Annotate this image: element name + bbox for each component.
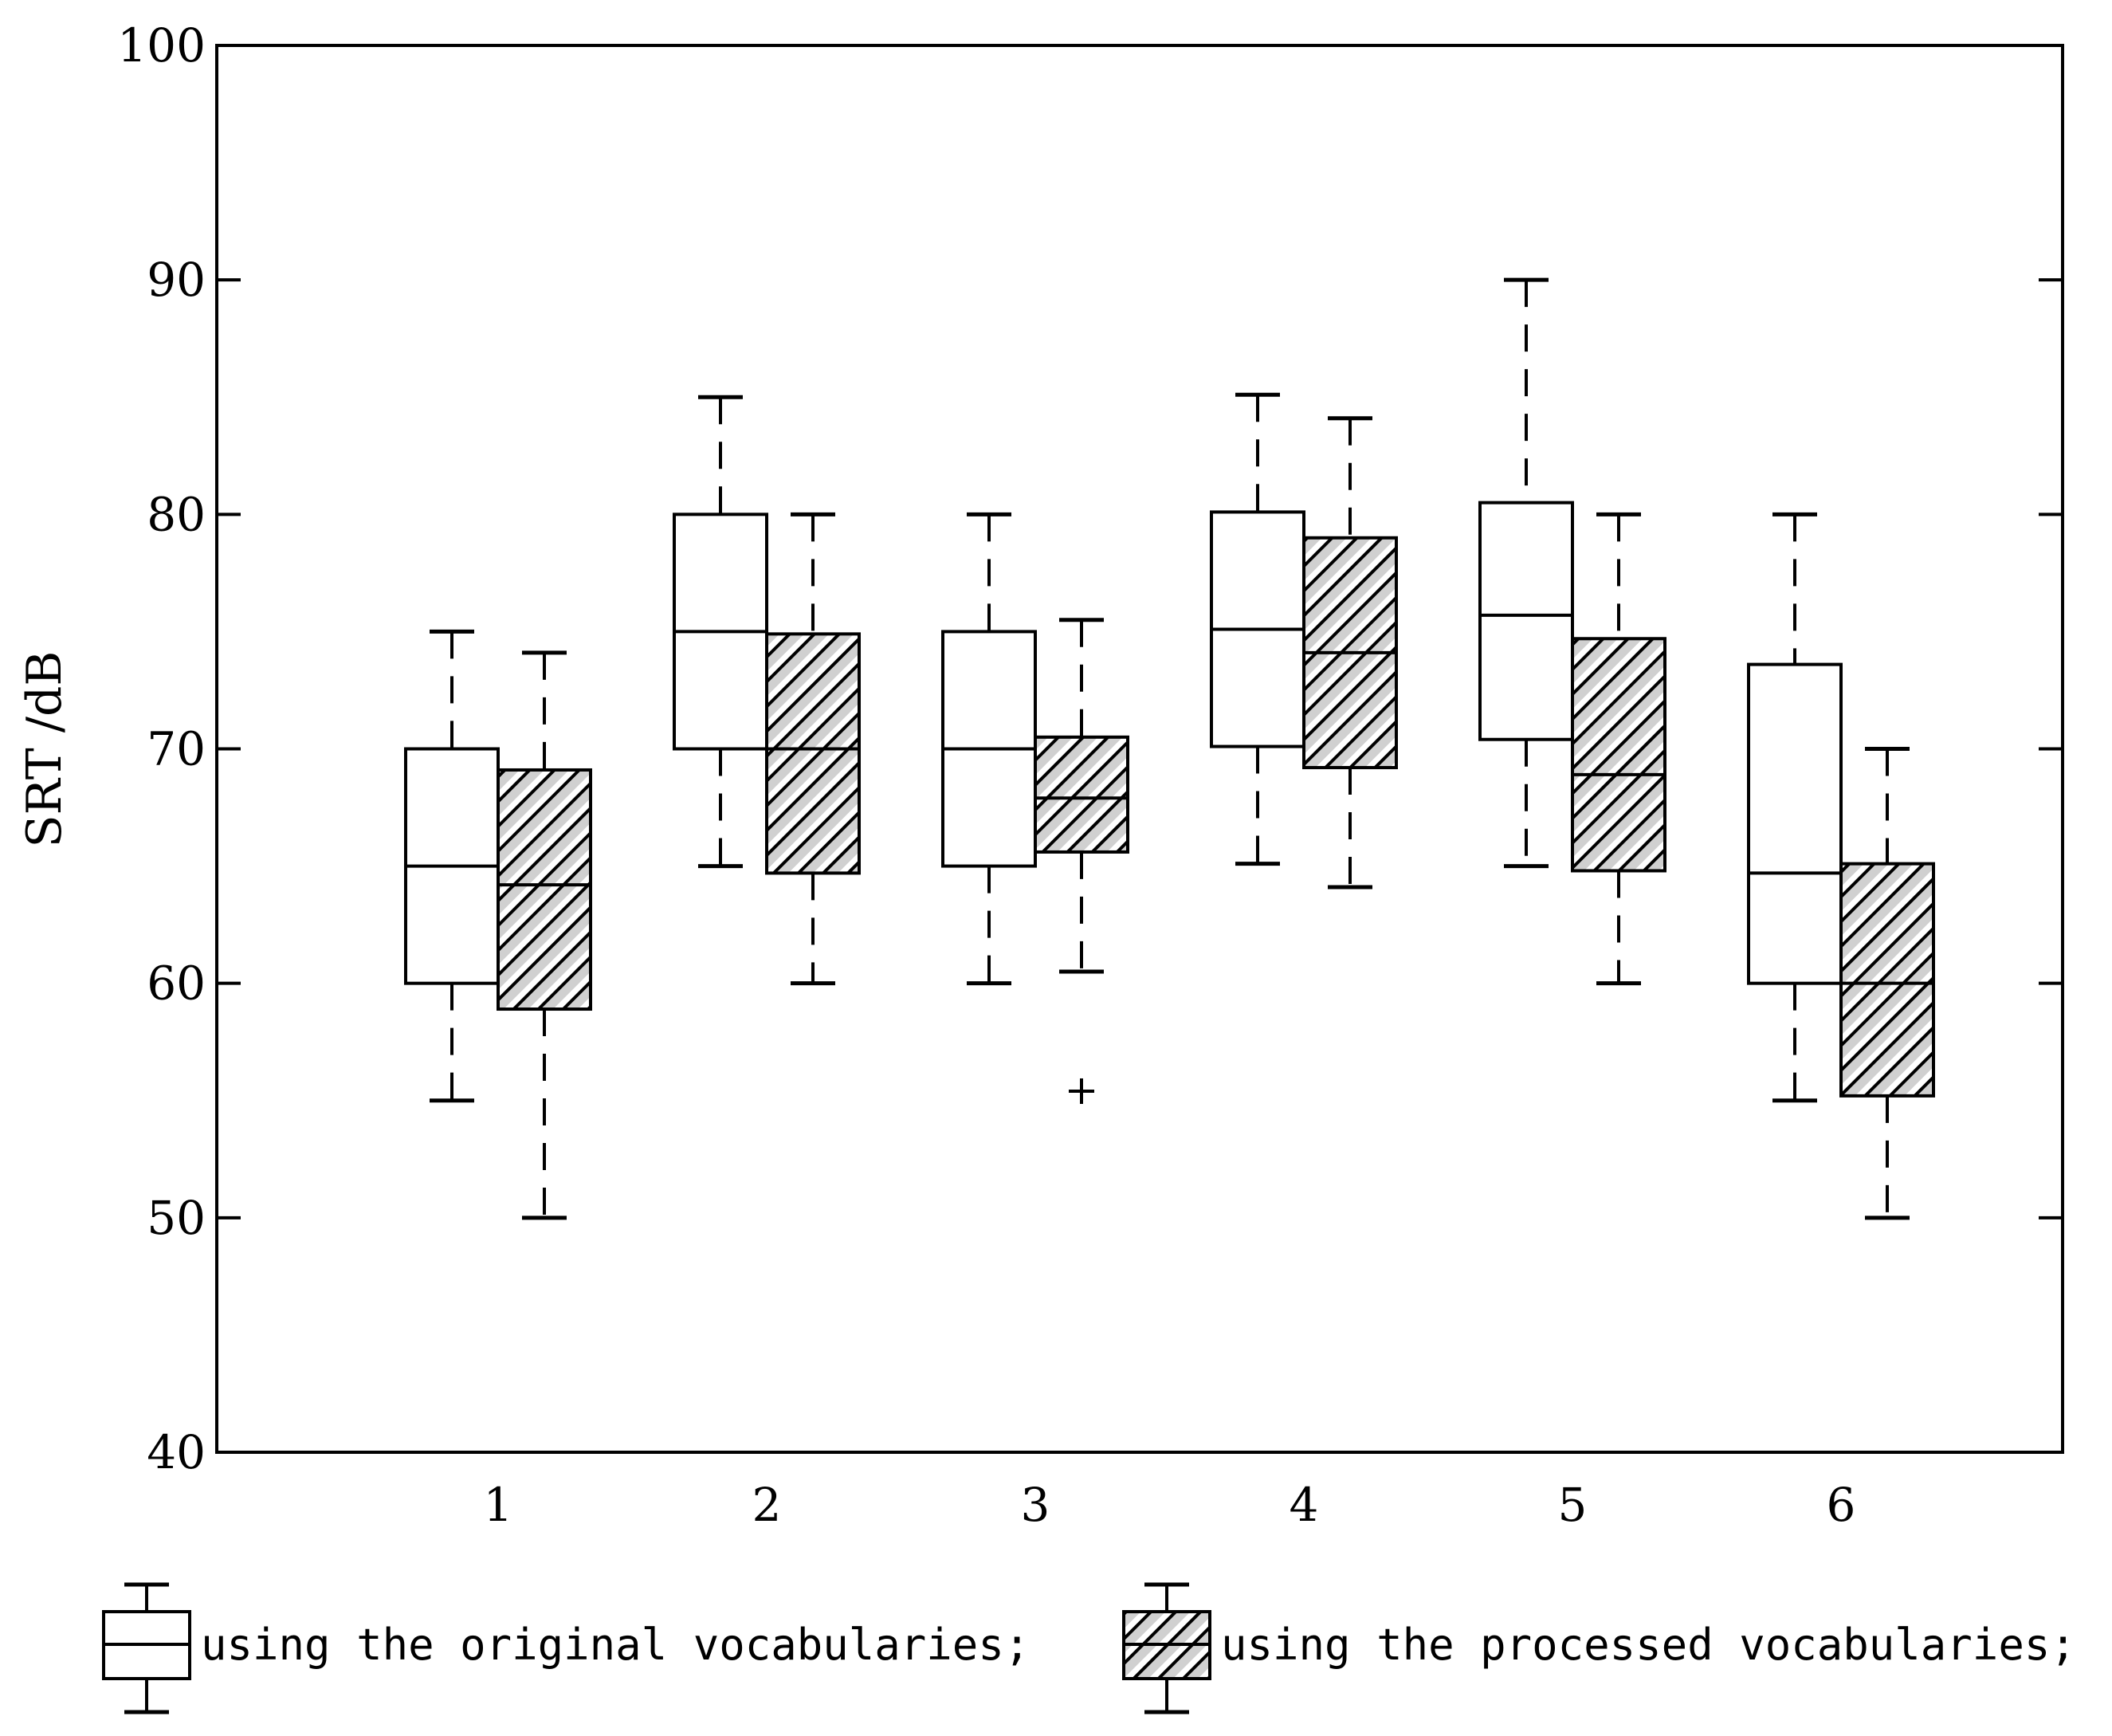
box: [1747, 662, 1843, 985]
x-tick-label: 3: [1021, 1478, 1050, 1532]
box-group: [1478, 277, 1574, 869]
x-tick-label: 6: [1827, 1478, 1856, 1532]
y-tick-label: 70: [147, 722, 206, 776]
series-processed: [497, 416, 1935, 1220]
y-tick-label: 100: [117, 18, 206, 73]
legend: using the original vocabularies; using th…: [102, 1582, 2076, 1714]
outlier-marker: [1069, 1078, 1094, 1104]
box-series: [404, 277, 1935, 1220]
legend-label: using the processed vocabularies;: [1221, 1620, 2076, 1670]
legend-label: using the original vocabularies;: [201, 1620, 1030, 1670]
y-axis: 40 50 60 70 80 90 100: [117, 18, 2063, 1479]
y-axis-label: SRT /dB: [17, 650, 73, 847]
box: [1478, 501, 1574, 741]
y-tick-label: 90: [147, 253, 206, 307]
box-group: [1034, 618, 1129, 1104]
box-group: [1839, 747, 1935, 1220]
box-group: [1210, 392, 1305, 866]
box-group: [941, 512, 1037, 986]
box-group: [404, 629, 500, 1103]
y-tick-label: 60: [147, 956, 206, 1011]
box-group: [1571, 512, 1666, 986]
box: [1571, 637, 1666, 873]
box-group: [497, 650, 592, 1220]
x-tick-label: 2: [752, 1478, 782, 1532]
box-group: [1302, 416, 1398, 890]
box-group: [673, 395, 768, 869]
x-tick-label: 5: [1558, 1478, 1588, 1532]
x-tick-label: 1: [484, 1478, 513, 1532]
box-group: [1747, 512, 1843, 1103]
y-tick-label: 80: [147, 487, 206, 541]
y-tick-label: 50: [147, 1191, 206, 1245]
series-original: [404, 277, 1843, 1103]
box: [1034, 735, 1129, 854]
box: [765, 632, 861, 875]
x-tick-label: 4: [1290, 1478, 1319, 1532]
box-group: [765, 512, 861, 986]
legend-item-processed: using the processed vocabularies;: [1122, 1582, 2076, 1714]
legend-item-original: using the original vocabularies;: [102, 1582, 1030, 1714]
y-tick-label: 40: [147, 1425, 206, 1479]
box: [497, 768, 592, 1011]
x-axis: 1 2 3 4 5 6: [484, 1478, 1856, 1532]
box: [1839, 862, 1935, 1098]
